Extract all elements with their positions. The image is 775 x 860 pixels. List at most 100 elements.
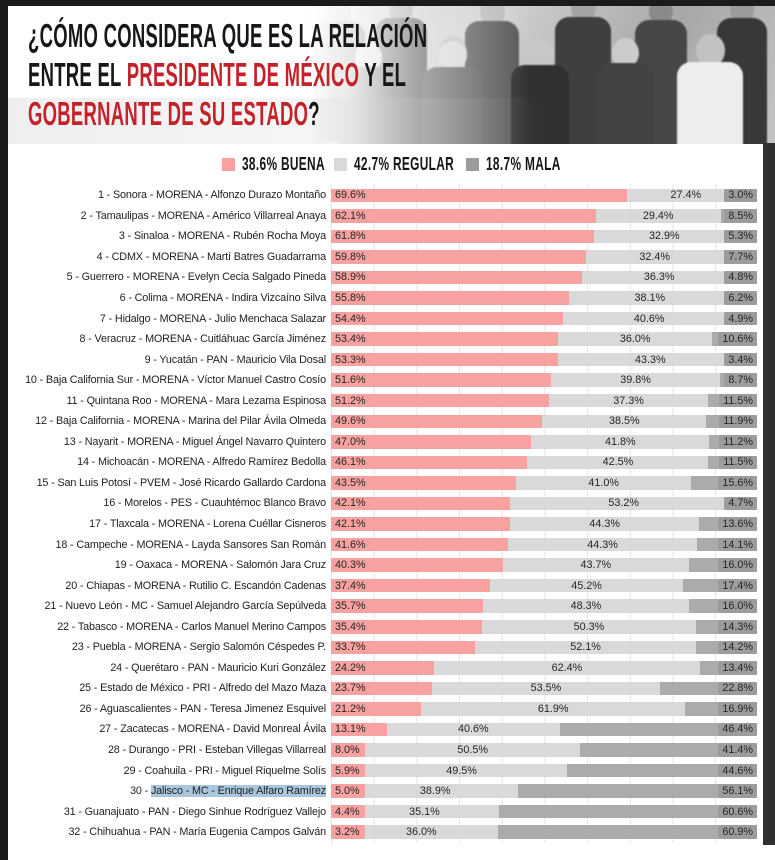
row-label-text: Oaxaca - MORENA - Salomón Jara Cruz	[135, 559, 327, 572]
row-label-text: Aguascalientes - PAN - Teresa Jimenez Es…	[99, 702, 326, 715]
stacked-bar: 50.3% 35.4% 14.3%	[331, 620, 757, 634]
bar-regular-segment: 41.0%	[516, 476, 691, 490]
stacked-bar: 36.3% 58.9% 4.8%	[331, 270, 757, 285]
buena-value-pill: 41.6%	[331, 537, 371, 552]
buena-value-pill: 53.4%	[331, 332, 371, 346]
buena-value-pill: 61.8%	[331, 229, 371, 244]
stacked-bar: 40.6% 13.1% 46.4%	[331, 722, 757, 737]
stacked-bar: 42.5% 46.1% 11.5%	[331, 455, 757, 470]
row-label: 27 - Zacatecas - MORENA - David Monreal …	[99, 723, 326, 736]
mala-value-pill: 16.9%	[718, 702, 757, 716]
bar-mala-segment	[580, 743, 757, 757]
buena-value-label: 5.9%	[335, 764, 360, 777]
buena-value-pill: 54.4%	[331, 311, 371, 326]
mala-value-label: 46.4%	[722, 723, 753, 736]
bar-regular-segment: 52.1%	[474, 640, 697, 655]
buena-value-label: 47.0%	[335, 435, 366, 448]
buena-value-pill: 51.2%	[331, 393, 371, 408]
mala-value-label: 7.7%	[728, 250, 753, 263]
stacked-bar: 43.7% 40.3% 16.0%	[331, 558, 757, 572]
row-label: 16 - Morelos - PES - Cuauhtémoc Blanco B…	[103, 497, 326, 510]
stacked-bar: 29.4% 62.1% 8.5%	[331, 209, 757, 223]
buena-value-label: 35.7%	[335, 600, 366, 613]
title-text: Y EL	[359, 56, 407, 93]
regular-value-label: 41.0%	[588, 476, 619, 489]
chart-row: 12 - Baja California - MORENA - Marina d…	[8, 411, 763, 432]
row-label-text: Sonora - MORENA - Alfonzo Durazo Montaño	[112, 189, 326, 202]
title-line-2: ENTRE EL PRESIDENTE DE MÉXICO Y EL	[28, 55, 427, 94]
title-text: ?	[308, 95, 320, 132]
buena-value-pill: 23.7%	[331, 681, 371, 696]
mala-value-pill: 8.5%	[724, 209, 757, 223]
buena-value-pill: 21.2%	[331, 702, 371, 716]
mala-value-label: 5.3%	[728, 230, 753, 243]
bar-regular-segment: 49.5%	[356, 763, 567, 778]
buena-value-label: 59.8%	[335, 250, 366, 263]
left-frame-edge	[0, 0, 8, 860]
row-label-text: Nuevo León - MC - Samuel Alejandro Garcí…	[65, 600, 326, 613]
bar-regular-segment: 41.8%	[531, 435, 710, 449]
bar-regular-segment: 32.4%	[585, 250, 724, 264]
mala-value-pill: 16.0%	[718, 599, 757, 613]
buena-value-pill: 53.3%	[331, 352, 371, 367]
header-gray-wash	[8, 98, 775, 144]
regular-value-label: 36.0%	[619, 333, 651, 346]
row-label: 5 - Guerrero - MORENA - Evelyn Cecia Sal…	[66, 271, 327, 284]
stacked-bar: 62.4% 24.2% 13.4%	[331, 661, 757, 675]
bar-regular-segment: 44.3%	[508, 537, 697, 552]
stacked-bar: 39.8% 51.6% 8.7%	[331, 373, 757, 387]
bar-buena-segment	[331, 537, 509, 552]
regular-value-label: 36.3%	[643, 271, 675, 284]
regular-value-label: 38.9%	[419, 785, 451, 798]
buena-value-label: 24.2%	[335, 661, 366, 674]
buena-value-pill: 42.1%	[331, 496, 371, 511]
regular-value-label: 50.3%	[573, 620, 605, 633]
mala-value-pill: 41.4%	[718, 743, 757, 757]
regular-value-label: 39.8%	[620, 374, 651, 387]
mala-value-pill: 3.4%	[724, 352, 757, 367]
mala-value-label: 14.3%	[722, 620, 753, 633]
row-label-text: Jalisco - MC - Enrique Alfaro Ramírez	[150, 785, 326, 798]
row-label-text: Campeche - MORENA - Layda Sansores San R…	[76, 538, 326, 551]
buena-value-pill: 43.5%	[331, 476, 371, 490]
bar-mala-segment	[499, 804, 757, 819]
regular-value-label: 43.7%	[580, 559, 612, 572]
buena-value-label: 41.6%	[335, 538, 366, 551]
buena-value-pill: 69.6%	[331, 188, 371, 203]
mala-value-label: 15.6%	[722, 476, 753, 489]
mala-value-pill: 13.6%	[718, 517, 757, 531]
bar-regular-segment: 36.0%	[344, 825, 498, 839]
stacked-bar: 36.0% 3.2% 60.9%	[331, 825, 757, 839]
chart-row: 2 - Tamaulipas - MORENA - Américo Villar…	[8, 206, 763, 227]
mala-value-pill: 5.3%	[724, 229, 757, 244]
regular-value-label: 53.2%	[608, 497, 639, 510]
regular-value-label: 40.6%	[633, 312, 665, 325]
mala-value-pill: 56.1%	[718, 784, 757, 798]
regular-value-label: 44.3%	[587, 538, 618, 551]
regular-value-label: 44.3%	[589, 518, 620, 531]
top-frame-edge	[0, 0, 775, 6]
stacked-bar: 44.3% 42.1% 13.6%	[331, 517, 757, 531]
chart-row: 15 - San Luis Potosí - PVEM - José Ricar…	[8, 473, 763, 494]
chart-row: 1 - Sonora - MORENA - Alfonzo Durazo Mon…	[8, 185, 763, 206]
row-label: 32 - Chihuahua - PAN - María Eugenia Cam…	[68, 826, 326, 839]
mala-value-pill: 17.4%	[718, 578, 757, 593]
regular-value-label: 43.3%	[634, 353, 666, 366]
bar-buena-segment	[331, 332, 559, 346]
mala-value-pill: 16.0%	[718, 558, 757, 572]
page-title: ¿CÓMO CONSIDERA QUE ES LA RELACIÓN ENTRE…	[28, 16, 741, 133]
row-label: 29 - Coahuila - PRI - Miguel Riquelme So…	[123, 764, 327, 777]
legend-swatch	[334, 157, 347, 171]
mala-value-pill: 4.7%	[724, 496, 757, 511]
legend-label: 42.7% REGULAR	[354, 154, 455, 174]
bar-buena-segment	[331, 311, 563, 326]
bar-regular-segment: 61.9%	[421, 702, 685, 716]
title-text: ENTRE EL	[28, 56, 127, 93]
buena-value-pill: 35.7%	[331, 599, 371, 613]
row-label: 1 - Sonora - MORENA - Alfonzo Durazo Mon…	[97, 189, 326, 202]
buena-value-label: 53.4%	[335, 333, 366, 346]
row-label: 2 - Tamaulipas - MORENA - Américo Villar…	[80, 209, 326, 222]
row-label: 7 - Hidalgo - MORENA - Julio Menchaca Sa…	[99, 312, 326, 325]
row-label-text: Chihuahua - PAN - María Eugenia Campos G…	[89, 826, 326, 839]
buena-value-pill: 62.1%	[331, 209, 371, 223]
